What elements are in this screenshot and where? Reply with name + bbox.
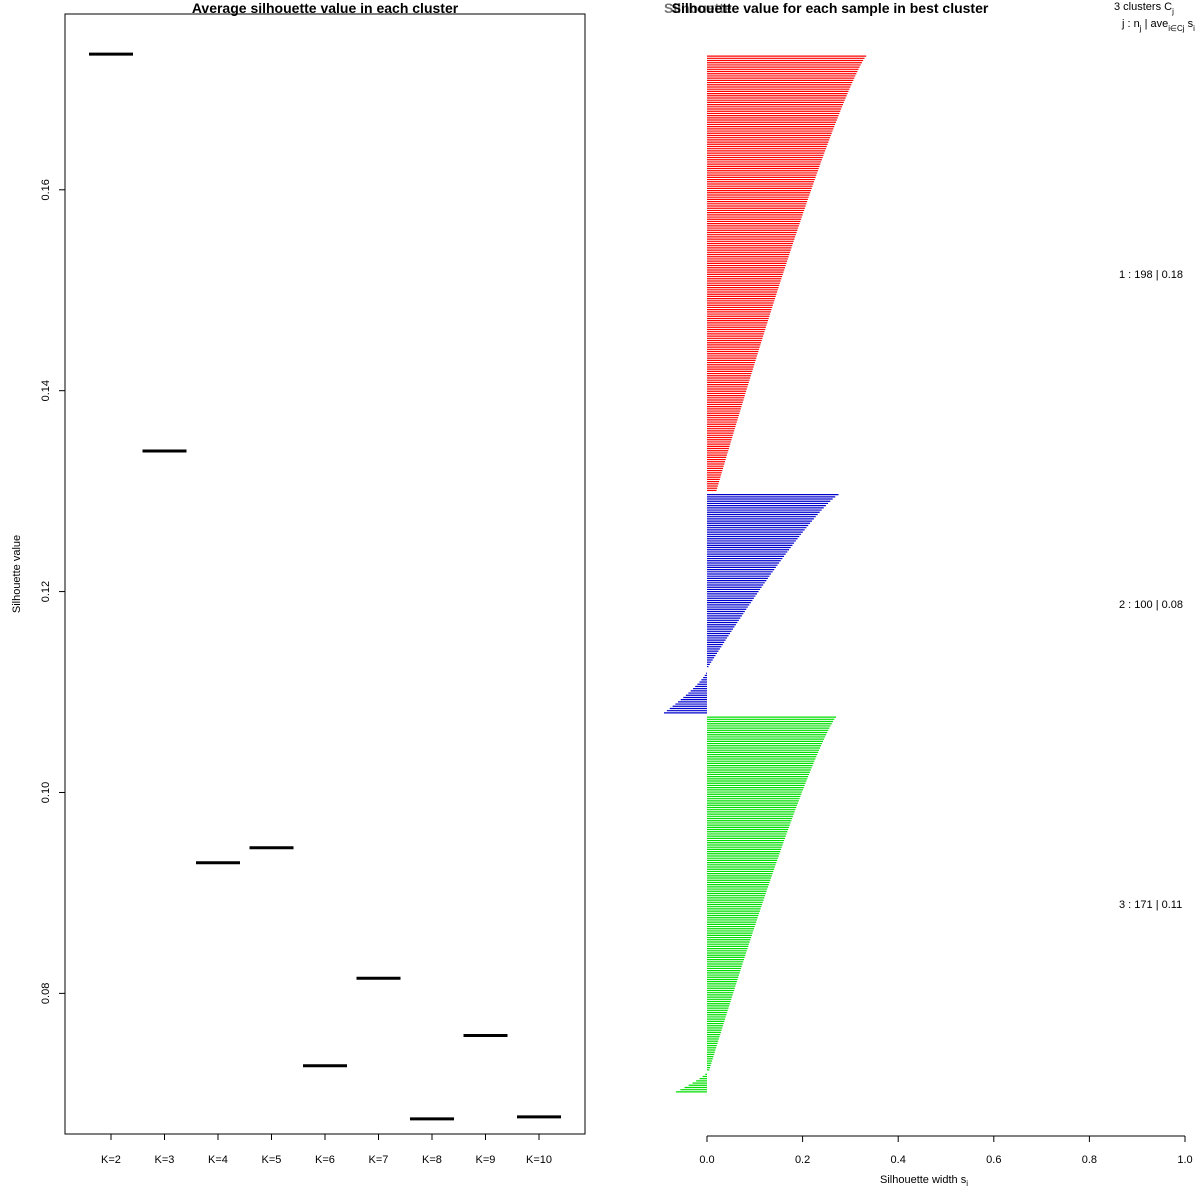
left-panel: Average silhouette value in each cluster… — [11, 0, 586, 1166]
legend-cluster-1: 1 : 198 | 0.18 — [1119, 269, 1183, 281]
left-plot-frame — [64, 13, 586, 1135]
left-x-tick-label: K=2 — [101, 1154, 121, 1166]
right-x-axis: 0.0 0.2 0.4 0.6 0.8 1.0 — [699, 1135, 1193, 1166]
right-x-tick-label: 0.6 — [986, 1154, 1001, 1166]
left-y-axis-label: Silhouette value — [11, 535, 23, 613]
right-x-tick-label: 0.4 — [891, 1154, 906, 1166]
silhouette-bars — [663, 55, 867, 1093]
left-y-tick-label: 0.16 — [40, 179, 52, 200]
legend-cluster-2: 2 : 100 | 0.08 — [1119, 599, 1183, 611]
left-segments — [89, 52, 561, 1121]
left-x-tick-label: K=8 — [422, 1154, 442, 1166]
left-chart-title: Average silhouette value in each cluster — [192, 0, 459, 16]
left-y-tick-label: 0.14 — [40, 380, 52, 401]
right-x-axis-label-main: Silhouette width s — [880, 1174, 967, 1186]
right-x-tick-label: 0.8 — [1082, 1154, 1097, 1166]
cluster-legend: 3 clusters Cj j : nj | avei∈Cj si 1 : 19… — [1114, 1, 1195, 911]
left-y-tick-label: 0.10 — [40, 782, 52, 803]
left-x-tick-label: K=4 — [208, 1154, 228, 1166]
legend-header-2: j : nj | avei∈Cj si — [1121, 18, 1195, 33]
left-x-axis: K=2 K=3 K=4 K=5 K=6 K=7 K=8 K=9 K=10 — [101, 1133, 552, 1166]
left-x-tick-label: K=5 — [262, 1154, 282, 1166]
right-overlay-title: Silhouette — [664, 0, 732, 16]
left-y-tick-label: 0.08 — [40, 983, 52, 1004]
right-x-tick-label: 0.0 — [699, 1154, 714, 1166]
right-panel: Silhouette Silhouette value for each sam… — [663, 0, 1195, 1188]
left-x-tick-label: K=10 — [526, 1154, 552, 1166]
right-chart-title: Silhouette value for each sample in best… — [672, 0, 989, 16]
right-x-axis-label: Silhouette width si — [880, 1174, 968, 1188]
right-x-tick-label: 0.2 — [795, 1154, 810, 1166]
left-y-axis: 0.08 0.10 0.12 0.14 0.16 — [40, 179, 66, 1004]
right-x-axis-label-sub: i — [966, 1179, 968, 1188]
left-x-tick-label: K=9 — [476, 1154, 496, 1166]
legend-cluster-3: 3 : 171 | 0.11 — [1119, 899, 1182, 911]
legend-header-1: 3 clusters Cj — [1114, 1, 1174, 16]
left-x-tick-label: K=7 — [369, 1154, 389, 1166]
left-x-tick-label: K=3 — [155, 1154, 175, 1166]
left-x-tick-label: K=6 — [315, 1154, 335, 1166]
left-y-tick-label: 0.12 — [40, 581, 52, 602]
right-x-tick-label: 1.0 — [1177, 1154, 1192, 1166]
